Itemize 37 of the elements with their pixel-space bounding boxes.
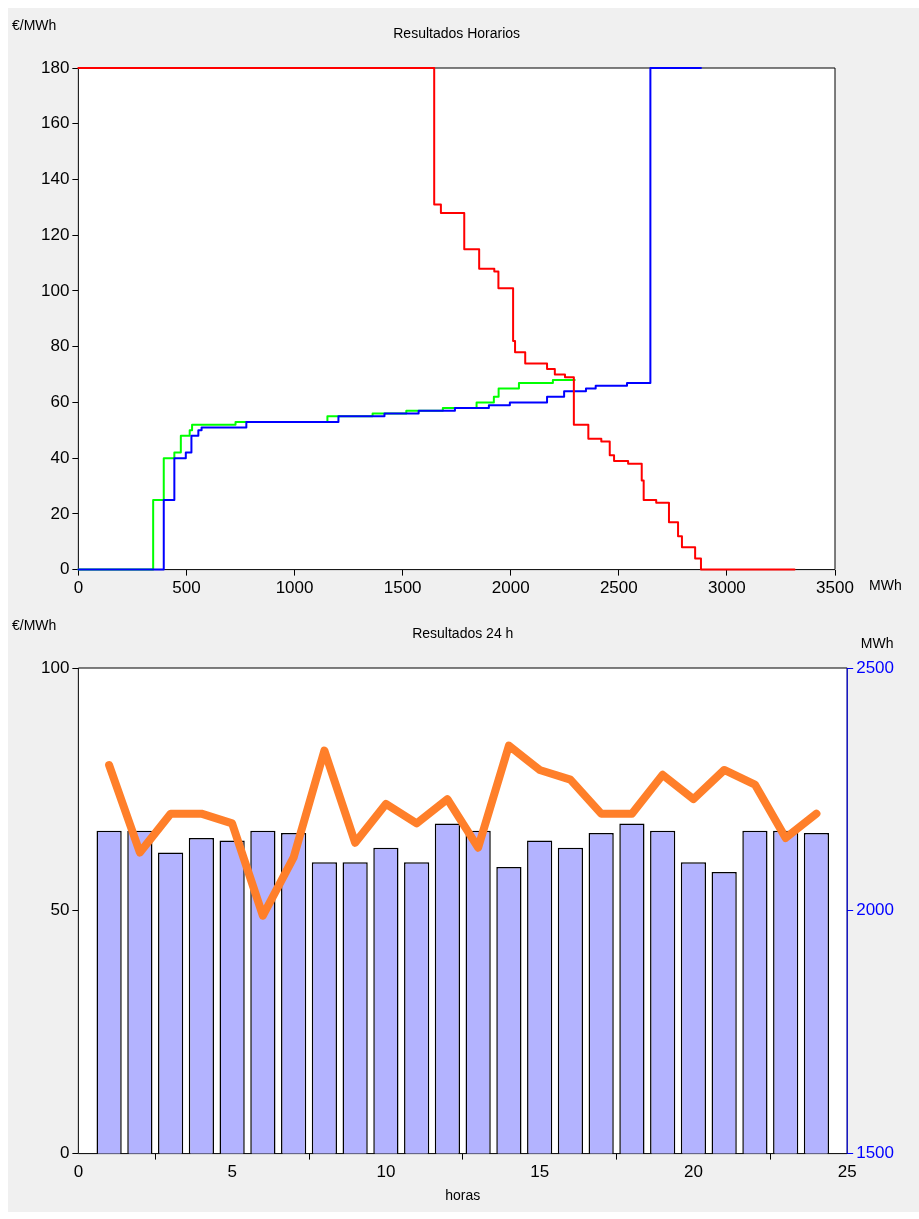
chart-title: Resultados Horarios [393, 25, 521, 41]
x-tick-label: 0 [73, 578, 84, 598]
y-axis-title: €/MWh [12, 17, 57, 33]
y-tick-label: 160 [40, 113, 70, 133]
x-tick-label: 500 [172, 578, 201, 598]
y-tick-label: 20 [50, 503, 70, 523]
x-axis-title: horas [445, 1187, 481, 1204]
y2-tick-label: 1500 [856, 1143, 895, 1163]
x-tick-label: 3000 [708, 578, 746, 598]
y-tick-label: 140 [40, 169, 70, 189]
y2-tick-label: 2500 [856, 657, 895, 677]
chart-title: Resultados 24 h [412, 625, 514, 641]
y-tick-label: 120 [40, 224, 70, 244]
y-tick-label: 50 [50, 900, 70, 920]
x-tick-label: 1000 [275, 578, 314, 598]
y-tick-label: 180 [40, 57, 70, 77]
y-tick-label: 0 [59, 559, 70, 579]
x-tick-label: 2000 [491, 578, 530, 598]
y2-axis-title: MWh [860, 635, 894, 651]
y-tick-label: 40 [50, 447, 70, 467]
x-tick-label: 5 [227, 1162, 237, 1182]
x-tick-label: 15 [530, 1162, 550, 1182]
y-axis-title: €/MWh [12, 617, 57, 633]
y-tick-label: 60 [50, 392, 70, 412]
x-tick-label: 25 [837, 1162, 857, 1182]
x-tick-label: 1500 [383, 578, 422, 598]
x-axis-title: MWh [869, 577, 902, 594]
x-tick-label: 0 [73, 1162, 84, 1182]
x-tick-label: 20 [683, 1162, 703, 1182]
y-tick-label: 100 [40, 280, 70, 300]
y2-tick-label: 2000 [856, 900, 895, 920]
y-tick-label: 100 [40, 657, 70, 677]
x-tick-label: 3500 [816, 578, 854, 598]
y-tick-label: 0 [59, 1143, 70, 1163]
x-tick-label: 10 [376, 1162, 396, 1182]
x-tick-label: 2500 [599, 578, 638, 598]
y-tick-label: 80 [50, 336, 70, 356]
